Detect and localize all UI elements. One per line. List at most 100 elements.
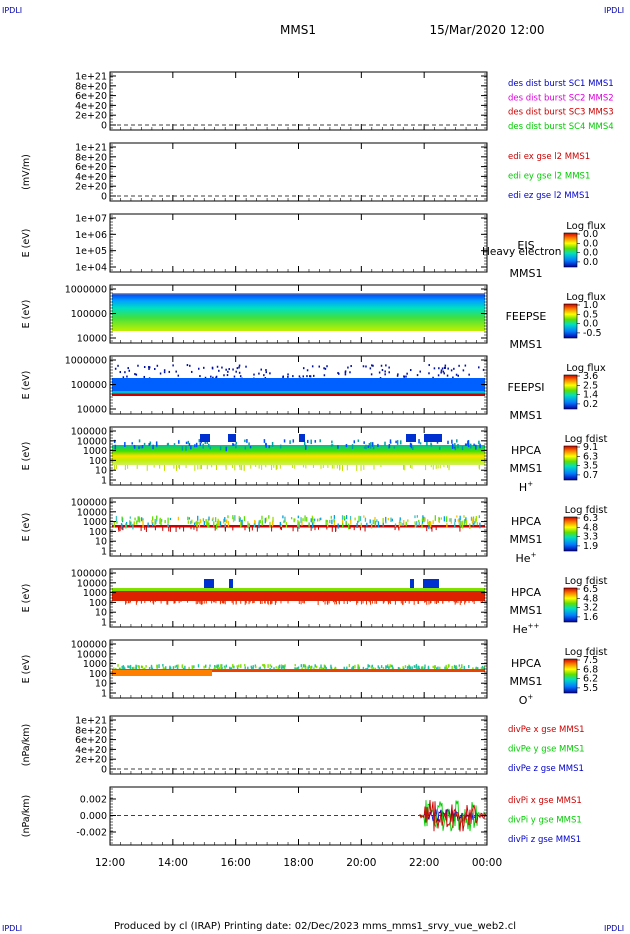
y-tick-label: 1 xyxy=(101,547,107,558)
hpca-he1-point xyxy=(458,518,460,524)
hpca-he2-tail xyxy=(383,601,385,603)
hpca-he1-point xyxy=(357,520,359,523)
hpca-h-point xyxy=(265,443,267,448)
hpca-he1-point xyxy=(320,517,322,521)
hpca-h-tail xyxy=(194,465,196,471)
hpca-he1-tail xyxy=(349,527,351,530)
feepsi-sparse-point xyxy=(159,372,162,375)
hpca-he1-tail xyxy=(310,527,312,531)
hpca-h-point xyxy=(430,444,433,447)
hpca-he2-tail xyxy=(436,601,438,605)
hpca-he2-tail xyxy=(437,601,439,603)
hpca-he1-tail xyxy=(145,527,147,532)
y-tick-label: 4e+20 xyxy=(75,101,107,112)
hpca-he1-point xyxy=(341,518,344,524)
feepsi-sparse-point xyxy=(226,374,229,377)
hpca-he1-point xyxy=(248,523,250,529)
hpca-he1-point xyxy=(243,516,246,521)
hpca-h-tail xyxy=(178,465,180,468)
y-axis-label: E (eV) xyxy=(21,584,32,613)
hpca-he1-point xyxy=(224,523,226,530)
hpca-h-point xyxy=(138,446,140,449)
hpca-he1-point xyxy=(385,521,387,524)
feepsi-sparse-point xyxy=(263,374,265,377)
hpca-he1-point xyxy=(169,517,172,521)
feepsi-sparse-point xyxy=(189,364,191,367)
hpca-he1-point xyxy=(446,523,448,528)
header-title: MMS1 xyxy=(280,23,316,37)
hpca-he1-point xyxy=(341,515,344,520)
hpca-h-point xyxy=(314,440,317,443)
feepsi-sparse-point xyxy=(447,367,449,370)
hpca-h-point xyxy=(469,443,472,449)
hpca-o-point xyxy=(439,666,441,670)
hpca-h-tail xyxy=(146,465,148,471)
y-tick-label: 1e+04 xyxy=(75,263,107,274)
y-tick-label: 0.002 xyxy=(80,795,107,806)
species-charge: ++ xyxy=(528,622,540,630)
feepsi-sparse-point xyxy=(457,374,460,377)
hpca-o-point xyxy=(314,664,316,668)
hpca-o-point xyxy=(418,665,420,670)
feepsi-sparse-point xyxy=(236,367,239,370)
feepsi-sparse-point xyxy=(258,372,260,375)
hpca-o-point xyxy=(304,665,306,669)
hpca-h-point xyxy=(268,445,271,449)
hpca-h-point xyxy=(188,443,191,447)
hpca-he2-tail xyxy=(408,601,410,604)
spacecraft-label: MMS1 xyxy=(510,604,543,617)
hpca-he1-point xyxy=(364,517,367,522)
hpca-he1-point xyxy=(213,521,215,527)
hpca-h-point xyxy=(232,443,234,446)
hpca-he2-tail xyxy=(357,601,359,604)
hpca-o-point xyxy=(358,666,360,671)
hpca-h-tail xyxy=(271,465,273,471)
hpca-h-point xyxy=(412,446,414,450)
hpca-he1-point xyxy=(218,520,220,527)
hpca-o-point xyxy=(244,664,246,667)
hpca-o-point xyxy=(389,664,391,668)
feepsi-sparse-point xyxy=(148,367,150,370)
hpca-he2-tail xyxy=(267,601,269,605)
feepsi-sparse-point xyxy=(309,375,312,378)
hpca-he1-point xyxy=(133,521,135,525)
hpca-he2-tail xyxy=(253,601,255,604)
feepsi-sparse-point xyxy=(253,373,255,376)
hpca-h-tail xyxy=(336,465,338,469)
hpca-h-point xyxy=(368,442,371,447)
hpca-o-point xyxy=(454,665,457,670)
hpca-h-tail xyxy=(437,465,439,469)
hpca-o-point xyxy=(320,664,322,669)
hpca-he1-point xyxy=(426,519,429,525)
hpca-h-point xyxy=(246,439,248,443)
hpca-he1-point xyxy=(405,521,407,527)
hpca-o-point xyxy=(124,667,126,670)
hpca-o-point xyxy=(382,667,385,671)
hpca-h-tail xyxy=(197,465,199,470)
x-tick-label: 18:00 xyxy=(283,857,313,869)
hpca-he2-tail xyxy=(442,601,444,604)
feepsi-sparse-point xyxy=(210,375,212,378)
hpca-he1-point xyxy=(363,515,365,518)
legend-entry: des dist burst SC1 MMS1 xyxy=(508,79,614,89)
panel-frame xyxy=(109,786,488,846)
hpca-he2-tail xyxy=(394,601,396,605)
feepsi-sparse-point xyxy=(232,368,234,371)
feepsi-sparse-point xyxy=(432,376,434,379)
hpca-he2-tail xyxy=(252,601,254,604)
colorbar-title: Log fdist xyxy=(565,647,608,658)
feepsi-sparse-point xyxy=(428,372,430,375)
feepsi-sparse-point xyxy=(190,370,193,373)
hpca-o-point xyxy=(214,666,216,671)
hpca-o-point xyxy=(417,665,419,668)
feepsi-sparse-point xyxy=(370,373,373,376)
hpca-he1-point xyxy=(198,522,201,528)
hpca-h-point xyxy=(149,441,152,445)
hpca-o-point xyxy=(330,667,332,671)
feepsi-sparse-point xyxy=(235,370,237,373)
colorbar-label: 0.0 xyxy=(583,248,598,259)
hpca-he1-point xyxy=(129,520,131,526)
y-tick-label: 8e+20 xyxy=(75,725,107,736)
hpca-he1-tail xyxy=(435,527,437,531)
